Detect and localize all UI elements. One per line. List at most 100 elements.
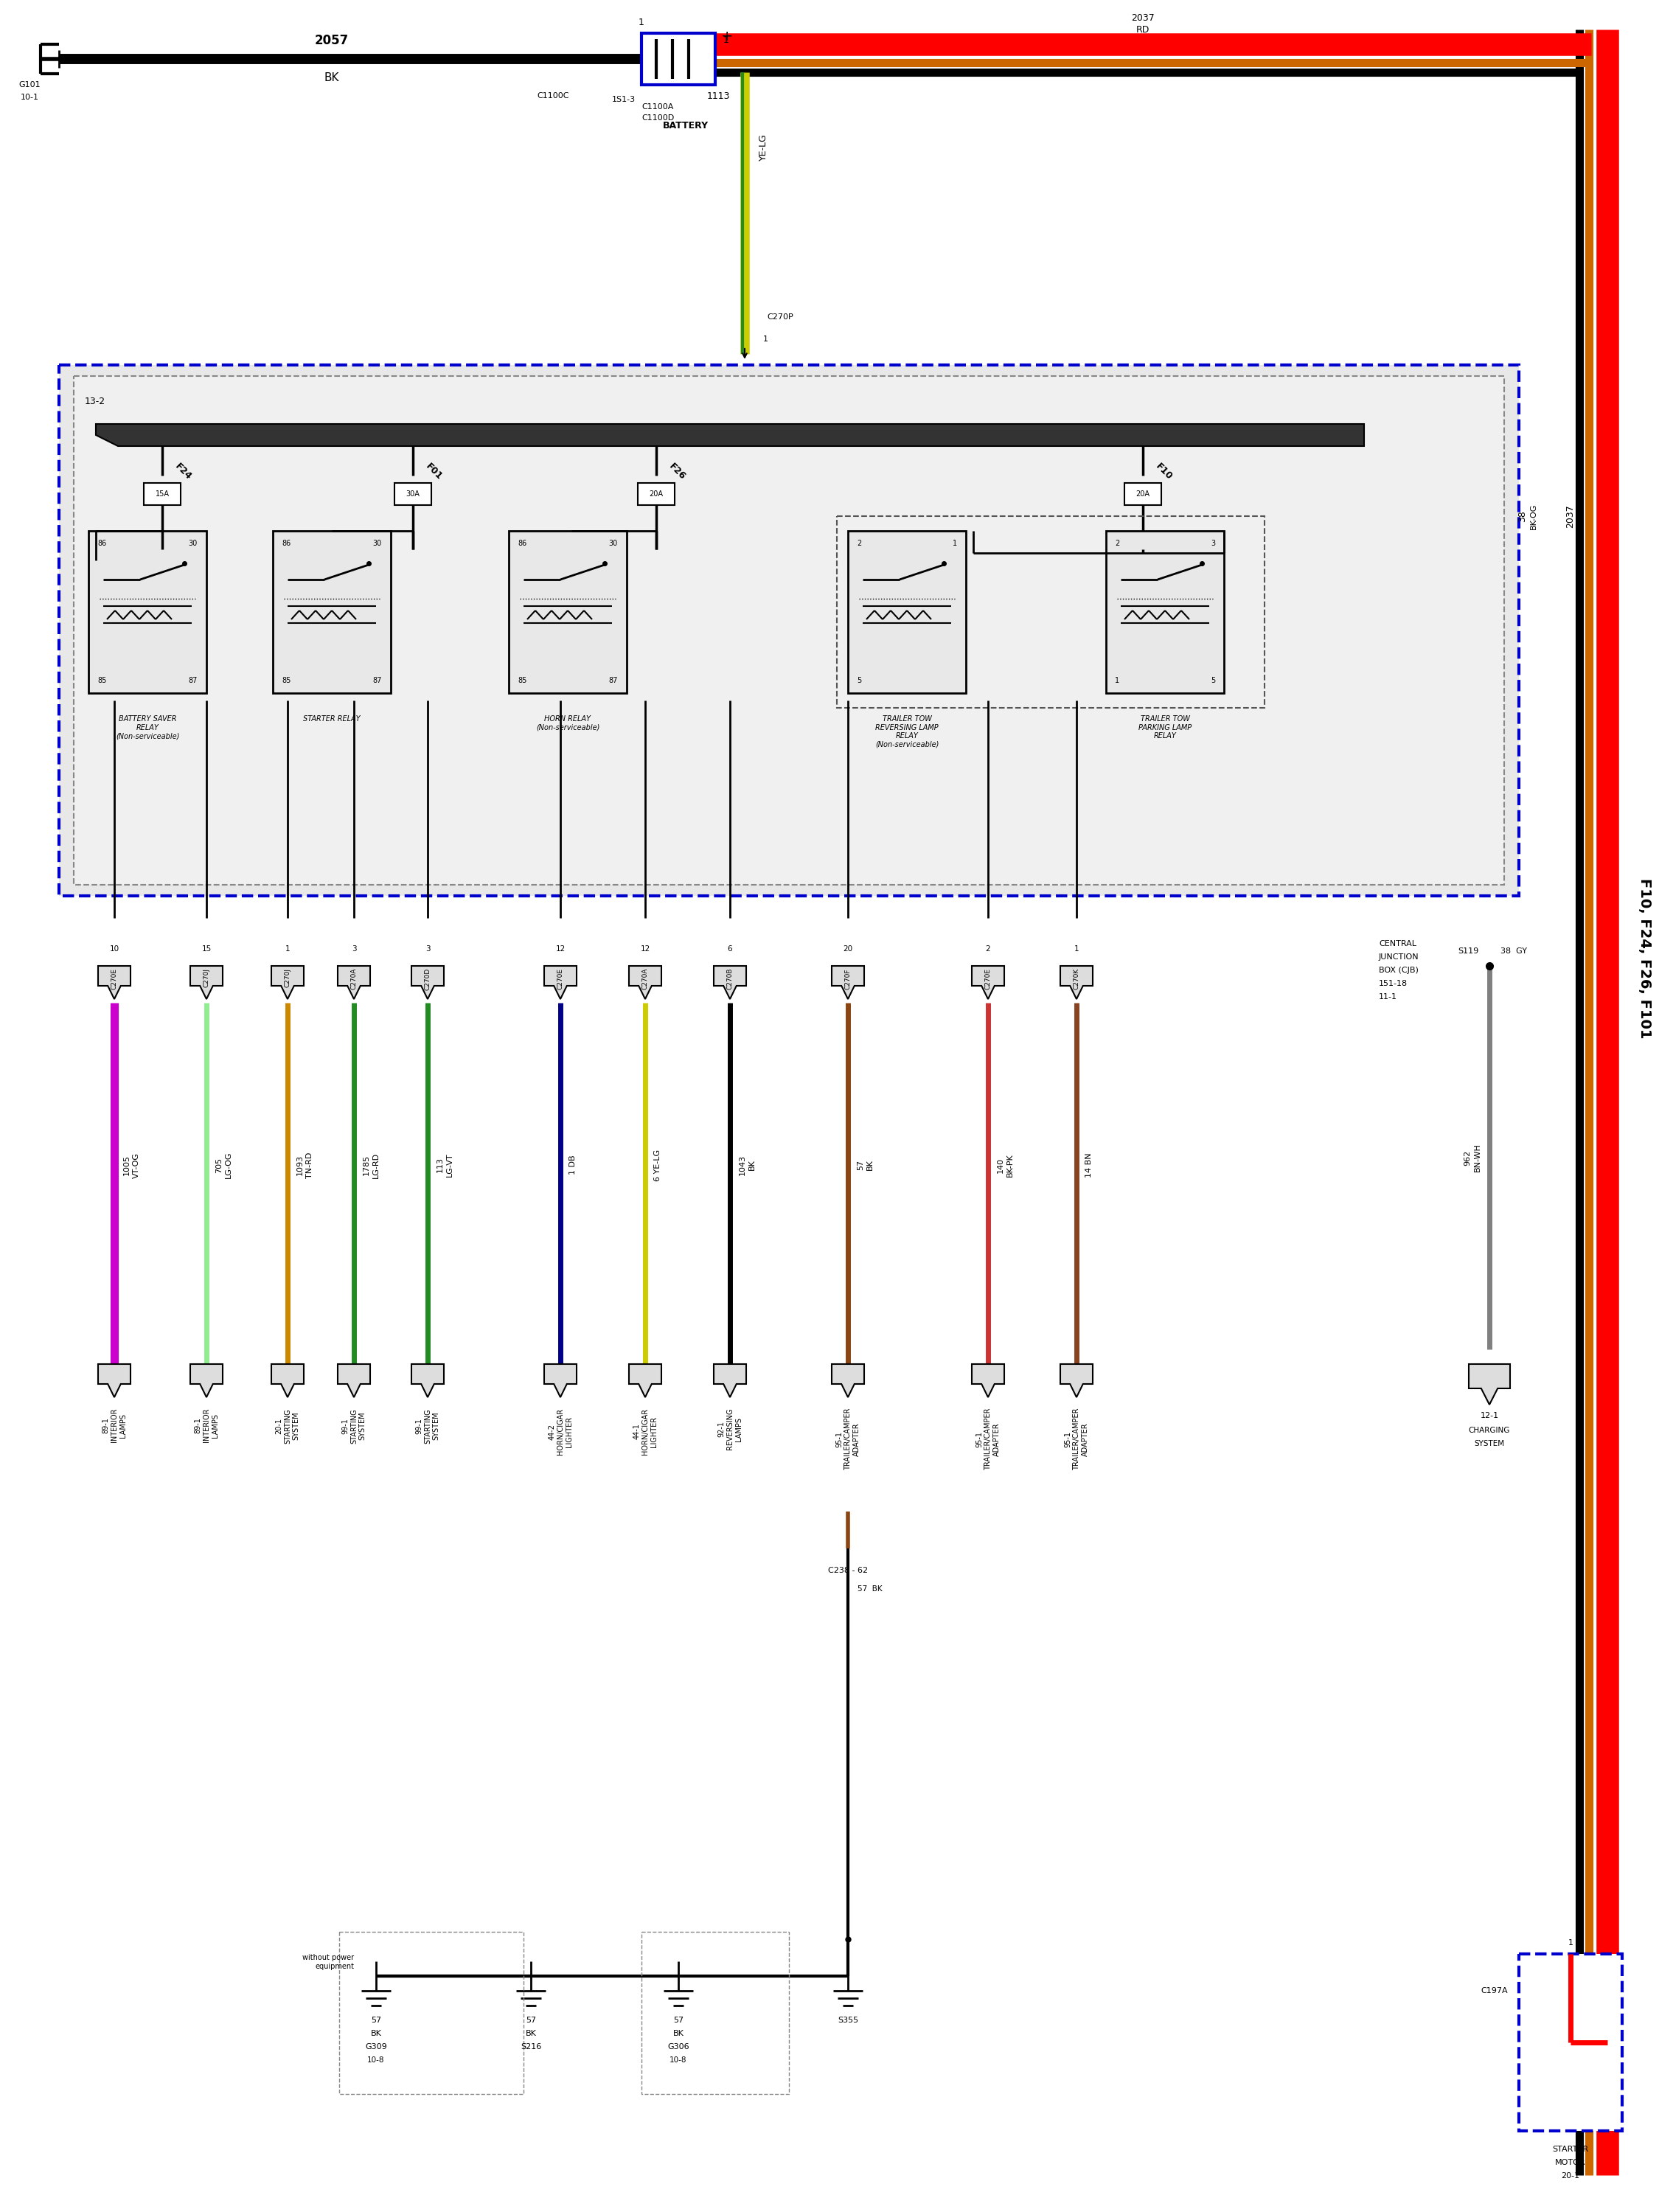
- Polygon shape: [713, 1365, 747, 1398]
- Text: 1: 1: [763, 336, 768, 343]
- Polygon shape: [272, 1365, 304, 1398]
- Polygon shape: [629, 967, 662, 1000]
- Bar: [395, 482, 431, 504]
- Text: 2037: 2037: [1131, 13, 1155, 24]
- Text: 44-2
HORN/CIGAR
LIGHTER: 44-2 HORN/CIGAR LIGHTER: [547, 1409, 572, 1455]
- Polygon shape: [629, 1365, 662, 1398]
- Bar: [509, 531, 627, 692]
- Text: 86: 86: [518, 540, 526, 546]
- Text: 5: 5: [856, 677, 861, 684]
- Text: C197A: C197A: [1481, 1986, 1508, 1995]
- Bar: [848, 531, 966, 692]
- Text: 705: 705: [216, 1157, 222, 1172]
- Text: LG-RD: LG-RD: [372, 1152, 380, 1179]
- Text: C1100C: C1100C: [538, 93, 569, 100]
- Text: BOX (CJB): BOX (CJB): [1379, 967, 1418, 973]
- Bar: [338, 1931, 524, 2095]
- Text: 1: 1: [639, 18, 644, 27]
- Text: BATTERY SAVER
RELAY
(Non-serviceable): BATTERY SAVER RELAY (Non-serviceable): [116, 714, 179, 739]
- Polygon shape: [1468, 1365, 1510, 1405]
- Polygon shape: [713, 967, 747, 1000]
- Text: G309: G309: [365, 2044, 387, 2051]
- Text: 95-1
TRAILER/CAMPER
ADAPTER: 95-1 TRAILER/CAMPER ADAPTER: [975, 1409, 1000, 1471]
- Text: TRAILER TOW
REVERSING LAMP
RELAY
(Non-serviceable): TRAILER TOW REVERSING LAMP RELAY (Non-se…: [874, 714, 939, 748]
- Text: 1: 1: [1568, 1940, 1573, 1947]
- Bar: [88, 531, 206, 692]
- Polygon shape: [1060, 1365, 1093, 1398]
- Bar: [1125, 482, 1161, 504]
- Text: 1: 1: [285, 945, 290, 953]
- Text: 151-18: 151-18: [1379, 980, 1407, 987]
- Text: 1: 1: [952, 540, 957, 546]
- Text: without power
equipment: without power equipment: [302, 1953, 353, 1971]
- Text: 20A: 20A: [649, 491, 664, 498]
- Text: 95-1
TRAILER/CAMPER
ADAPTER: 95-1 TRAILER/CAMPER ADAPTER: [1065, 1409, 1088, 1471]
- Text: G306: G306: [667, 2044, 688, 2051]
- Text: C1100D: C1100D: [642, 115, 674, 122]
- Text: S216: S216: [521, 2044, 541, 2051]
- Text: 12-1: 12-1: [1480, 1411, 1498, 1420]
- Polygon shape: [972, 967, 1004, 1000]
- Text: 1113: 1113: [707, 91, 730, 100]
- Text: C270J: C270J: [202, 969, 209, 987]
- Text: 3: 3: [425, 945, 430, 953]
- Text: 30: 30: [373, 540, 382, 546]
- Text: BATTERY: BATTERY: [664, 119, 708, 131]
- Text: 99-1
STARTING
SYSTEM: 99-1 STARTING SYSTEM: [342, 1409, 367, 1444]
- Text: F10: F10: [1155, 462, 1175, 482]
- Polygon shape: [831, 967, 864, 1000]
- Text: 1043: 1043: [738, 1155, 747, 1175]
- Text: BK: BK: [370, 2031, 382, 2037]
- Text: 20-1: 20-1: [1561, 2172, 1579, 2179]
- Text: JUNCTION: JUNCTION: [1379, 953, 1418, 960]
- Text: F24: F24: [173, 462, 194, 482]
- Text: 13-2: 13-2: [85, 398, 106, 407]
- Polygon shape: [831, 1365, 864, 1398]
- Text: BK: BK: [866, 1159, 874, 1170]
- Text: G101: G101: [18, 82, 40, 88]
- Text: C270K: C270K: [1073, 969, 1080, 989]
- Bar: [144, 482, 181, 504]
- Text: 962: 962: [1463, 1150, 1472, 1166]
- Text: STARTER: STARTER: [1553, 2146, 1589, 2152]
- Text: 1: 1: [1073, 945, 1078, 953]
- Text: 89-1
INTERIOR
LAMPS: 89-1 INTERIOR LAMPS: [103, 1409, 126, 1442]
- Text: 3: 3: [352, 945, 357, 953]
- Text: 30A: 30A: [406, 491, 420, 498]
- Text: S119: S119: [1458, 947, 1478, 956]
- Text: 57: 57: [372, 2017, 382, 2024]
- Text: 12: 12: [640, 945, 650, 953]
- Text: C270E: C270E: [557, 969, 564, 989]
- Polygon shape: [338, 967, 370, 1000]
- Text: BK-PK: BK-PK: [1007, 1152, 1014, 1177]
- Text: 2: 2: [1115, 540, 1120, 546]
- Text: 12: 12: [556, 945, 566, 953]
- Polygon shape: [98, 1365, 131, 1398]
- Text: 57: 57: [674, 2017, 684, 2024]
- Text: VT-OG: VT-OG: [133, 1152, 139, 1177]
- Text: BK-OG: BK-OG: [1530, 502, 1538, 529]
- Text: HORN RELAY
(Non-serviceable): HORN RELAY (Non-serviceable): [536, 714, 599, 732]
- Text: 1005: 1005: [123, 1155, 131, 1175]
- Text: 11-1: 11-1: [1379, 993, 1397, 1000]
- Polygon shape: [544, 1365, 577, 1398]
- Text: SYSTEM: SYSTEM: [1475, 1440, 1505, 1447]
- Text: 6 YE-LG: 6 YE-LG: [654, 1148, 662, 1181]
- Text: 2: 2: [856, 540, 861, 546]
- Text: 140: 140: [997, 1157, 1004, 1172]
- Text: 87: 87: [189, 677, 197, 684]
- Polygon shape: [1060, 967, 1093, 1000]
- Text: 99-1
STARTING
SYSTEM: 99-1 STARTING SYSTEM: [415, 1409, 440, 1444]
- Text: 30: 30: [189, 540, 197, 546]
- Text: 92-1
REVERSING
LAMPS: 92-1 REVERSING LAMPS: [718, 1409, 742, 1451]
- Text: 85: 85: [518, 677, 528, 684]
- Text: 57: 57: [856, 1159, 864, 1170]
- Text: 113: 113: [436, 1157, 445, 1172]
- Text: F10, F24, F26, F101: F10, F24, F26, F101: [1637, 878, 1651, 1040]
- Text: 1 DB: 1 DB: [569, 1155, 577, 1175]
- Text: 10-1: 10-1: [20, 93, 38, 102]
- Text: RD: RD: [1136, 24, 1150, 35]
- Text: F26: F26: [667, 462, 687, 482]
- Text: C270E: C270E: [111, 969, 118, 989]
- Text: S355: S355: [838, 2017, 858, 2024]
